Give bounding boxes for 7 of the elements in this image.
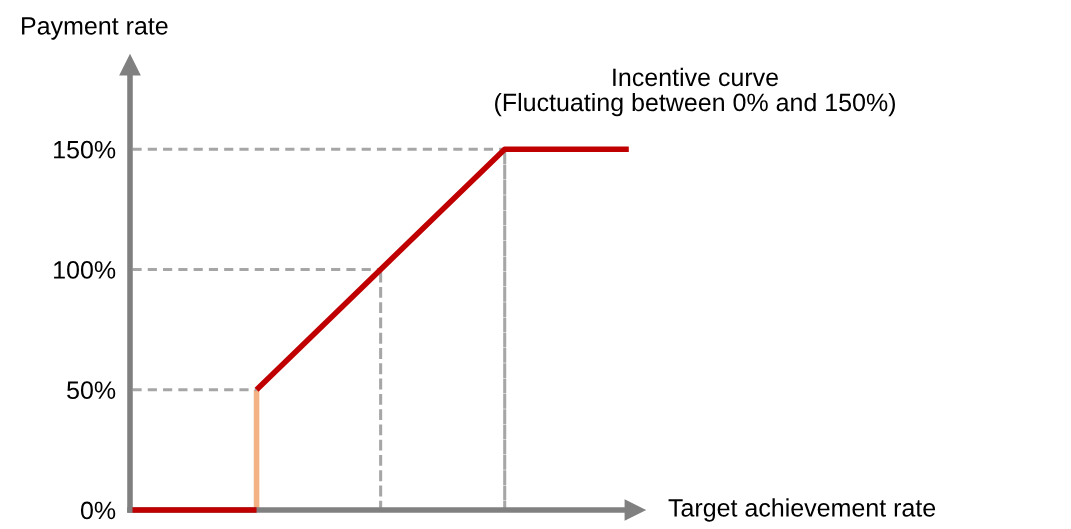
x-axis-title: Target achievement rate	[668, 498, 936, 522]
y-tick-label: 150%	[54, 140, 116, 159]
y-axis-title: Payment rate	[22, 17, 168, 40]
y-tick-label: 0%	[80, 501, 116, 520]
y-tick-label: 50%	[67, 381, 116, 400]
text: Incentive curve (Fluctuating between 0% and 150%)	[495, 67, 895, 117]
y-tick-label: 100%	[54, 261, 116, 279]
